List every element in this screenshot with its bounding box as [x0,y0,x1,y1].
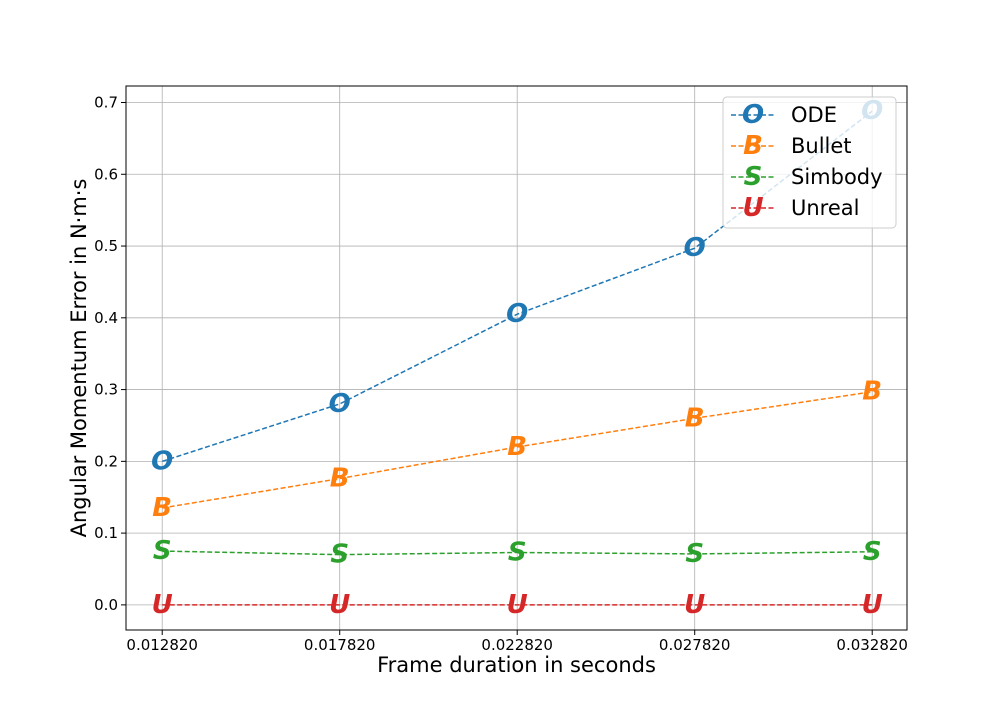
legend-marker: B [743,131,763,161]
y-axis-label: Angular Momentum Error in N·m·s [67,179,91,538]
data-point-bullet: B [330,464,350,494]
legend-entry-unreal: U Unreal [731,193,859,223]
legend-marker: U [742,193,763,223]
x-axis-ticks: 0.012820 0.017820 0.022820 0.027820 0.032820 [126,630,908,654]
y-tick-label: 0.0 [94,596,118,614]
x-axis-label: Frame duration in seconds [377,653,656,677]
data-point-unreal: U [507,590,528,620]
legend-marker: S [744,162,763,192]
plot-frame [125,85,908,631]
legend-entry-ode: O ODE [731,100,837,130]
y-tick-label: 0.2 [94,452,118,470]
data-point-bullet: B [862,377,882,407]
series-line-simbody [162,550,873,556]
legend-label: ODE [791,103,837,127]
data-point-ode: O [684,233,706,263]
data-point-unreal: U [329,590,350,620]
x-tick-label: 0.022820 [481,636,553,654]
legend-marker: O [742,100,764,130]
x-tick-label: 0.012820 [126,636,198,654]
legend-box [722,96,897,229]
data-point-unreal: U [862,590,883,620]
legend-label: Bullet [791,134,852,158]
series-bullet: B B B B B [152,377,882,523]
y-tick-label: 0.5 [94,237,118,255]
y-tick-label: 0.4 [94,309,118,327]
data-point-bullet: B [507,432,527,462]
legend-label: Unreal [791,196,859,220]
legend-entry-bullet: B Bullet [731,131,852,161]
data-point-unreal: U [684,590,705,620]
x-tick-label: 0.032820 [836,636,908,654]
data-point-simbody: S [153,536,172,566]
y-tick-label: 0.7 [94,94,118,112]
x-tick-label: 0.017820 [304,636,376,654]
series-line-bullet [162,390,873,509]
data-point-bullet: B [152,493,172,523]
x-tick-label: 0.027820 [659,636,731,654]
data-point-simbody: S [863,537,882,567]
legend: O ODE B Bullet S Simbody U Unreal [722,96,897,229]
y-tick-label: 0.3 [94,381,118,399]
data-point-simbody: S [508,537,527,567]
data-point-unreal: U [152,590,173,620]
data-point-ode: O [151,446,173,476]
data-point-simbody: S [685,539,704,569]
data-point-ode: O [329,389,351,419]
data-point-bullet: B [685,403,705,433]
legend-label: Simbody [791,165,883,189]
data-point-ode: O [506,299,528,329]
y-axis-ticks: 0.0 0.1 0.2 0.3 0.4 0.5 0.6 0.7 [94,94,126,614]
y-tick-label: 0.6 [94,165,118,183]
legend-entry-simbody: S Simbody [731,162,883,192]
data-point-simbody: S [330,540,349,570]
y-tick-label: 0.1 [94,524,118,542]
